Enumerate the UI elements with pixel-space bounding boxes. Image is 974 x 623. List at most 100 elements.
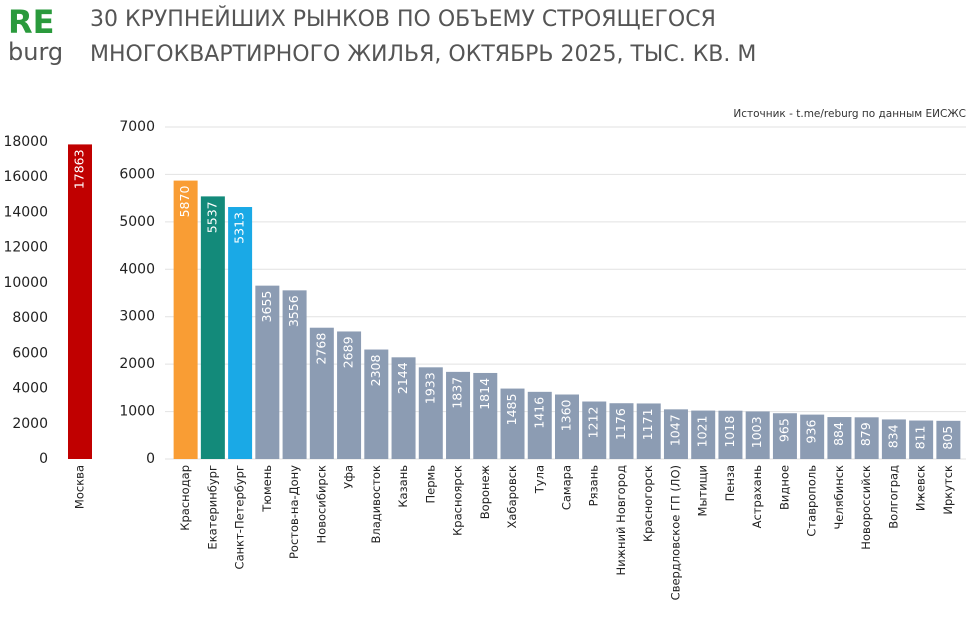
title-line: 30 КРУПНЕЙШИХ РЫНКОВ ПО ОБЪЕМУ СТРОЯЩЕГО… [90, 6, 716, 32]
x-tick-label: Ижевск [914, 465, 928, 511]
value-label: 2768 [313, 333, 328, 365]
x-tick-label: Самара [560, 465, 574, 510]
value-label: 1933 [422, 372, 437, 404]
value-label: 1212 [586, 407, 601, 439]
bar [854, 417, 879, 459]
y-tick-label: 0 [39, 451, 48, 467]
title-line: МНОГОКВАРТИРНОГО ЖИЛЬЯ, ОКТЯБРЬ 2025, ТЫ… [90, 42, 756, 67]
source: Источник - t.me/reburg по данным ЕИСЖС [733, 108, 966, 120]
x-tick-label: Уфа [342, 465, 356, 489]
x-tick-label: Новороссийск [859, 465, 873, 550]
value-label: 2308 [368, 354, 383, 386]
value-label: 1021 [695, 416, 710, 448]
y-tick-label: 4000 [119, 261, 155, 277]
x-tick-label: Казань [396, 465, 410, 508]
x-tick-label: Краснодар [178, 465, 192, 531]
y-tick-label: 12000 [3, 240, 48, 256]
value-label: 5313 [232, 212, 247, 244]
value-label: 2144 [395, 362, 410, 394]
y-tick-label: 8000 [12, 310, 48, 326]
value-label: 3556 [286, 295, 301, 327]
value-label: 811 [913, 426, 928, 450]
x-tick-label: Ставрополь [805, 465, 819, 537]
bar [555, 394, 579, 459]
y-tick-label: 7000 [119, 119, 155, 135]
y-tick-label: 18000 [3, 134, 48, 150]
logo-top: RE [8, 3, 55, 41]
bar [173, 180, 198, 459]
x-tick-label: Тюмень [260, 465, 274, 513]
y-tick-label: 2000 [119, 356, 155, 372]
bar [636, 403, 661, 459]
y-tick-label: 3000 [119, 309, 155, 325]
bar [909, 420, 934, 459]
bar [446, 371, 471, 459]
value-label: 1003 [749, 416, 764, 448]
bar [337, 331, 362, 459]
x-tick-label: Нижний Новгород [614, 465, 628, 575]
y-tick-label: 0 [146, 451, 155, 467]
value-label: 1360 [559, 399, 574, 431]
bar [718, 410, 743, 459]
bar [473, 372, 498, 459]
bar [500, 388, 525, 459]
bar [309, 327, 334, 459]
bar [691, 410, 716, 459]
value-label: 805 [940, 426, 955, 450]
x-tick-label: Владивосток [369, 465, 383, 544]
value-label: 5870 [177, 186, 192, 218]
bar [663, 409, 688, 459]
bar [255, 285, 280, 459]
x-tick-label: Челябинск [832, 465, 846, 530]
bar [582, 401, 607, 459]
y-tick-label: 6000 [12, 345, 48, 361]
y-tick-label: 14000 [3, 204, 48, 220]
x-tick-label: Хабаровск [505, 465, 519, 529]
y-tick-label: 5000 [119, 214, 155, 230]
bar [936, 420, 961, 459]
value-label: 1171 [640, 408, 655, 440]
bar [68, 144, 92, 459]
value-label: 1176 [613, 408, 628, 440]
bar [527, 391, 552, 459]
bar [282, 290, 307, 459]
x-tick-label: Екатеринбург [205, 465, 219, 550]
x-tick-label: Тула [532, 465, 546, 494]
x-tick-label: Свердловское ГП (ЛО) [668, 465, 682, 600]
bar [391, 357, 416, 459]
bar [772, 413, 797, 459]
value-label: 1047 [667, 414, 682, 446]
x-tick-label: Красноярск [451, 465, 465, 536]
bar [827, 417, 852, 459]
x-tick-label: Иркутск [941, 465, 955, 515]
value-label: 17863 [72, 149, 87, 189]
y-tick-label: 2000 [12, 416, 48, 432]
bar [881, 419, 906, 459]
y-tick-label: 6000 [119, 166, 155, 182]
x-tick-label: Новосибирск [314, 465, 328, 543]
value-label: 1837 [450, 377, 465, 409]
x-tick-label: Пермь [423, 465, 437, 504]
x-tick-label: Рязань [587, 465, 601, 507]
value-label: 3655 [259, 291, 274, 323]
bar [418, 367, 443, 459]
x-tick-label: Волгоград [886, 465, 900, 529]
x-tick-label: Красногорск [641, 465, 655, 542]
value-label: 879 [858, 422, 873, 446]
bar [609, 403, 634, 459]
value-label: 965 [776, 418, 791, 442]
value-label: 936 [804, 420, 819, 444]
value-label: 2689 [341, 336, 356, 368]
x-tick-label: Астрахань [750, 465, 764, 529]
bar [364, 349, 389, 459]
x-tick-label: Мытищи [696, 465, 710, 516]
value-label: 1485 [504, 394, 519, 426]
x-tick-label: Санкт-Петербург [233, 465, 247, 569]
y-tick-label: 16000 [3, 169, 48, 185]
bar [800, 414, 825, 459]
bar [200, 196, 225, 459]
x-tick-label: Москва [73, 465, 87, 509]
x-tick-label: Воронеж [478, 465, 492, 519]
